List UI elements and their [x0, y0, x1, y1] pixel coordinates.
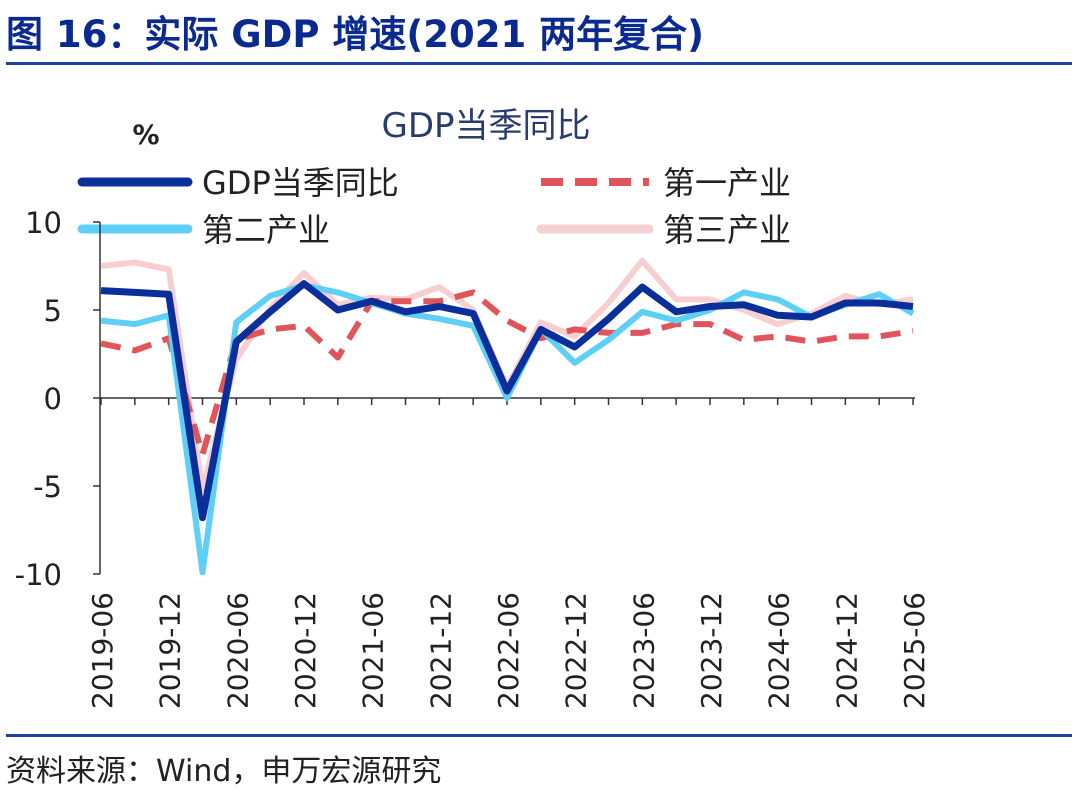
bottom-divider	[6, 734, 1072, 737]
legend-label-4: 第三产业	[663, 211, 791, 249]
x-tick-label: 2019-12	[154, 592, 187, 709]
chart-title: GDP当季同比	[381, 106, 590, 146]
axes: 10 5 0 -5 -10 2019-06 2019-12 2020-06 2020-12 202…	[15, 206, 931, 709]
x-tick-label: 2021-06	[357, 592, 390, 709]
series-group	[100, 257, 915, 576]
x-tick-label: 2022-06	[492, 592, 525, 709]
x-tick-label: 2023-12	[695, 592, 728, 709]
y-axis-unit: %	[132, 120, 159, 151]
y-tick-label: -5	[33, 470, 62, 504]
series-line-3	[100, 282, 915, 576]
source-note: 资料来源：Wind，申万宏源研究	[6, 754, 442, 789]
x-tick-label: 2025-06	[898, 592, 931, 709]
legend-label-1: GDP当季同比	[202, 164, 399, 202]
y-tick-label: -10	[15, 558, 62, 592]
x-tick-label: 2021-12	[424, 592, 457, 709]
legend-label-2: 第一产业	[663, 164, 791, 202]
x-tick-label: 2022-12	[560, 592, 593, 709]
x-tick-label: 2020-12	[289, 592, 322, 709]
x-tick-label: 2024-12	[830, 592, 863, 709]
series-line-1	[100, 280, 914, 522]
legend-label-3: 第二产业	[202, 211, 330, 249]
x-tick-label: 2024-06	[763, 592, 796, 709]
x-tick-label: 2019-06	[86, 592, 119, 709]
top-divider	[6, 62, 1072, 65]
y-tick-label: 10	[25, 206, 62, 240]
y-tick-label: 0	[44, 382, 62, 416]
y-tick-label: 5	[44, 294, 62, 328]
figure-heading: 图 16：实际 GDP 增速(2021 两年复合)	[6, 13, 705, 56]
x-tick-label: 2020-06	[221, 592, 254, 709]
x-tick-label: 2023-06	[627, 592, 660, 709]
